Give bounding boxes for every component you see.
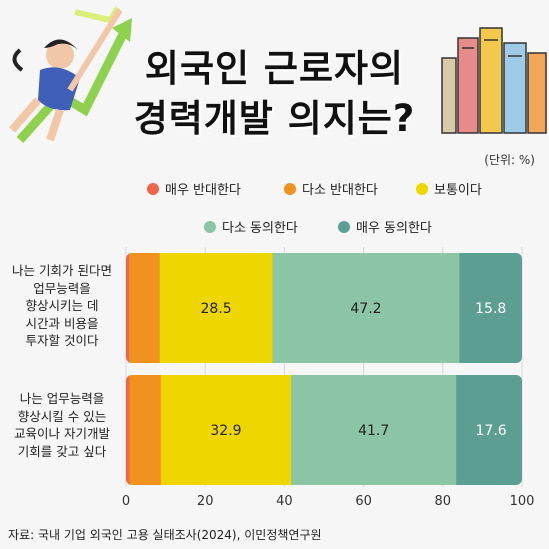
data-label: 28.5 [201,301,232,317]
category-label-line: 향상시키는 데 [25,298,99,313]
x-tick-label: 0 [122,494,130,509]
source-note: 자료: 국내 기업 외국인 고용 실태조사(2024), 이민정책연구원 [8,528,322,542]
legend-item: 다소 반대한다 [284,179,378,198]
legend-swatch [147,182,159,195]
legend-swatch [284,182,296,195]
legend-item: 다소 동의한다 [204,217,298,236]
x-tick-label: 20 [197,494,214,509]
chart-title-line-1: 외국인 근로자의 [144,47,405,90]
bar-segment [272,253,460,363]
category-label-line: 시간과 비용을 [25,315,99,331]
x-tick-label: 60 [355,494,372,509]
legend-label: 보통이다 [434,183,482,198]
data-label: 41.7 [358,423,389,439]
bar-segment [459,253,522,363]
legend-swatch [416,182,428,195]
data-label: 15.8 [475,301,506,317]
data-label: 47.2 [350,301,381,317]
data-label: 17.6 [476,423,507,439]
legend-label: 매우 동의한다 [356,221,432,236]
legend-item: 보통이다 [416,179,482,198]
legend-label: 매우 반대한다 [165,183,241,198]
bar-group [126,375,522,485]
bar-group [126,253,522,363]
legend-item: 매우 반대한다 [147,179,241,198]
x-tick-label: 80 [435,494,452,509]
x-tick-label: 40 [276,494,293,509]
legend-label: 다소 반대한다 [302,183,378,198]
bar-segment [160,375,292,485]
chart-title-line-2: 경력개발 의지는? [133,97,416,140]
category-label-line: 나는 업무능력을 [19,391,105,406]
unit-label: (단위: %) [484,153,535,167]
legend-item: 매우 동의한다 [338,217,432,236]
bar-segment [129,253,161,363]
category-label-line: 나는 기회가 된다면 [12,263,112,278]
person-arrow-illustration [8,6,132,143]
bar-segment [456,375,522,485]
bar-segment [291,375,457,485]
legend-label: 다소 동의한다 [222,221,298,236]
category-label-line: 교육이나 자기개발 [14,426,110,441]
legend-swatch [204,220,216,233]
bar-segment [129,375,162,485]
bar-segment [159,253,274,363]
bar-segment [126,375,131,485]
chart-title: 외국인 근로자의 경력개발 의지는? [0,44,549,144]
category-label-line: 향상시킬 수 있는 [17,408,107,424]
x-tick-label: 100 [510,494,535,509]
books-illustration [441,27,547,134]
category-label-line: 투자할 것이다 [25,333,99,348]
legend-swatch [338,220,350,233]
bar-segment [126,253,130,363]
category-label-line: 기회를 갖고 싶다 [17,443,107,459]
data-label: 32.9 [210,423,241,439]
category-label-line: 업무능력을 [33,280,91,296]
